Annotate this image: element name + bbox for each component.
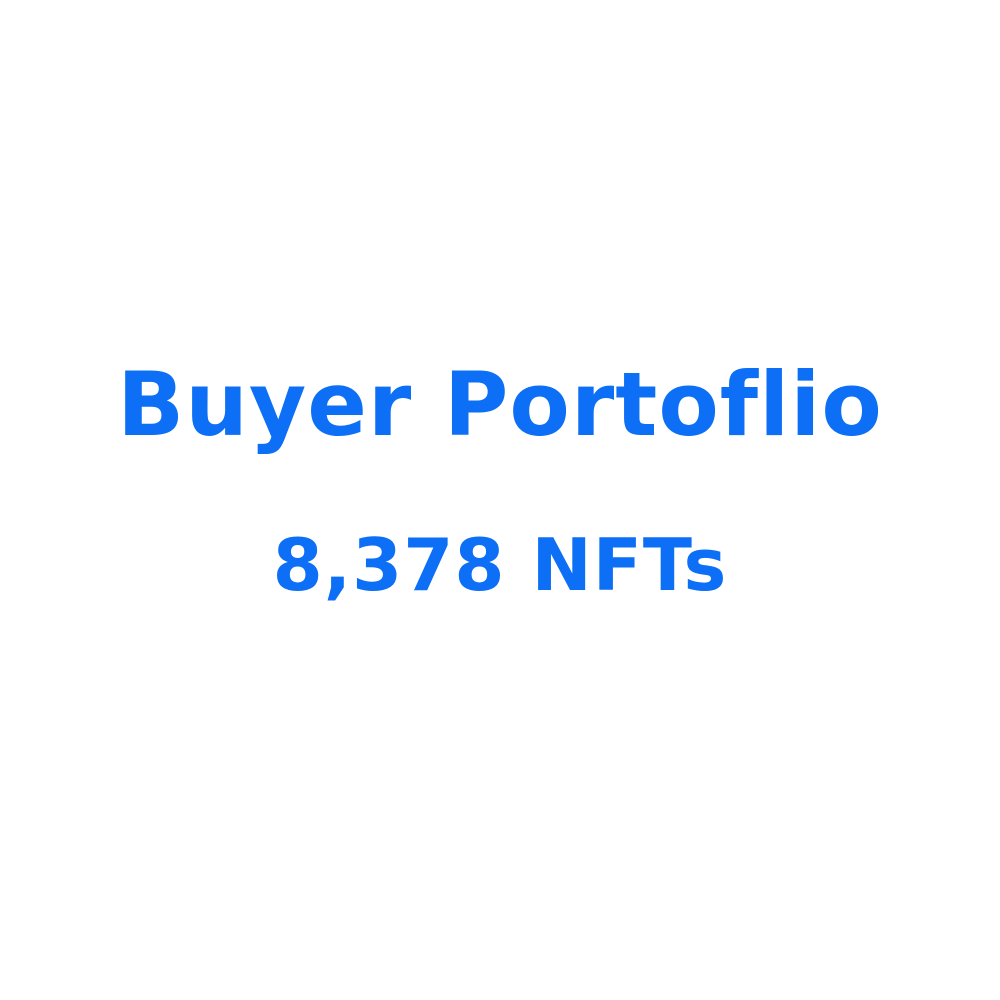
portfolio-title: Buyer Portoflio (117, 353, 883, 456)
nft-count: 8,378 NFTs (272, 523, 728, 607)
